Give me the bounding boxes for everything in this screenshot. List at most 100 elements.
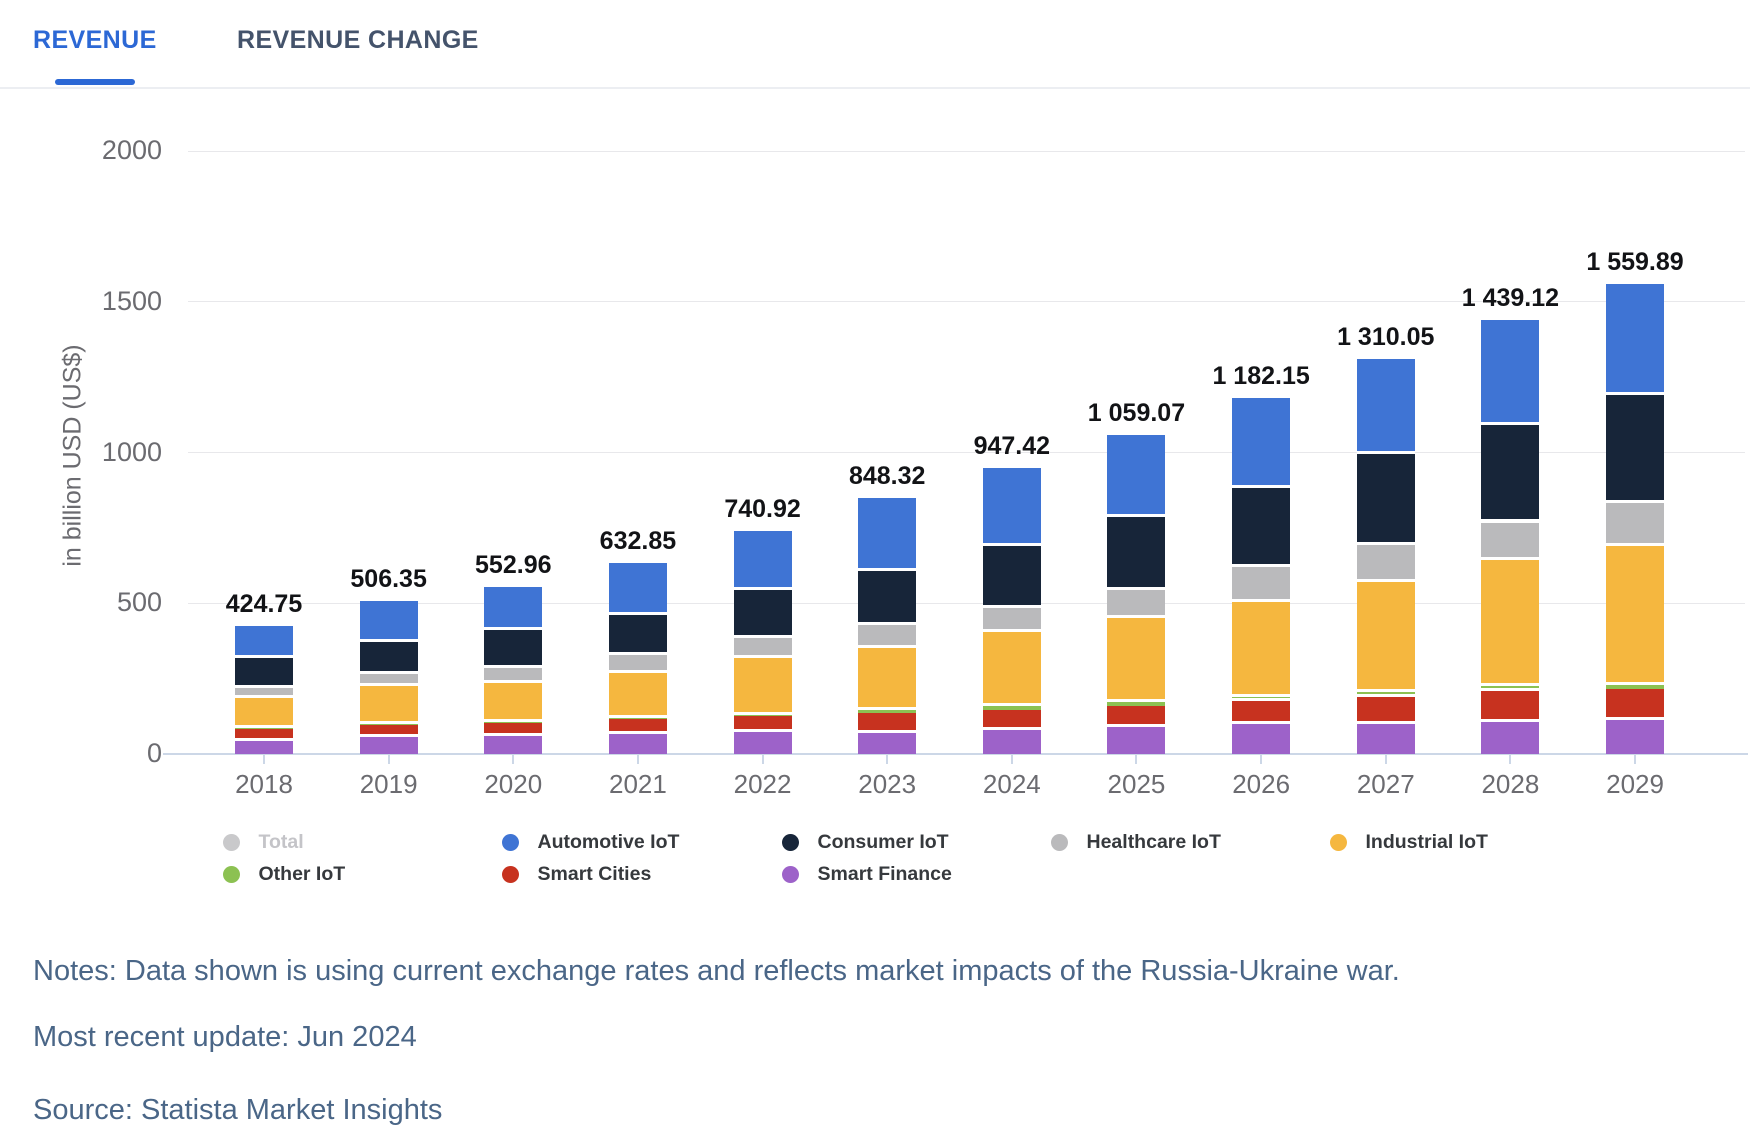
bar-segment-2029-smart-finance[interactable] <box>1606 720 1665 754</box>
bar-2018[interactable] <box>235 625 293 754</box>
legend-item-consumer-iot[interactable]: Consumer IoT <box>781 830 949 854</box>
legend-item-smart-cities[interactable]: Smart Cities <box>501 862 651 886</box>
bar-segment-2026-consumer-iot[interactable] <box>1232 488 1291 568</box>
bar-segment-2024-industrial-iot[interactable] <box>982 631 1041 707</box>
legend-item-smart-finance[interactable]: Smart Finance <box>781 862 952 886</box>
tab-revenue[interactable]: REVENUE <box>33 26 157 85</box>
bar-segment-2029-smart-cities[interactable] <box>1606 688 1665 721</box>
legend-item-automotive-iot[interactable]: Automotive IoT <box>501 830 679 854</box>
bar-segment-2026-smart-cities[interactable] <box>1232 701 1291 725</box>
bar-segment-2029-consumer-iot[interactable] <box>1606 395 1665 504</box>
bar-segment-2021-smart-cities[interactable] <box>608 718 667 735</box>
bar-segment-2020-industrial-iot[interactable] <box>484 683 543 723</box>
bar-2020[interactable] <box>484 587 543 754</box>
bar-segment-2024-smart-cities[interactable] <box>982 709 1041 730</box>
bar-segment-2026-smart-finance[interactable] <box>1232 724 1291 754</box>
bar-segment-2023-smart-finance[interactable] <box>858 732 917 754</box>
bar-segment-2022-other-iot[interactable] <box>733 714 792 716</box>
bar-segment-2021-industrial-iot[interactable] <box>608 672 667 718</box>
bar-segment-2021-smart-finance[interactable] <box>608 734 667 754</box>
bar-segment-2025-other-iot[interactable] <box>1107 701 1166 706</box>
bar-segment-2025-consumer-iot[interactable] <box>1107 517 1166 590</box>
bar-segment-2024-consumer-iot[interactable] <box>982 545 1041 609</box>
bar-segment-2028-healthcare-iot[interactable] <box>1481 522 1540 561</box>
bar-segment-2021-healthcare-iot[interactable] <box>608 654 667 673</box>
bar-2027[interactable] <box>1356 359 1415 754</box>
bar-segment-2022-smart-finance[interactable] <box>733 732 792 754</box>
bar-segment-2029-industrial-iot[interactable] <box>1606 545 1665 685</box>
bar-segment-2027-smart-cities[interactable] <box>1356 696 1415 725</box>
bar-segment-2023-consumer-iot[interactable] <box>858 570 917 626</box>
bar-segment-2026-other-iot[interactable] <box>1232 696 1291 702</box>
bar-segment-2025-healthcare-iot[interactable] <box>1107 589 1166 619</box>
bar-segment-2024-automotive-iot[interactable] <box>982 468 1041 546</box>
bar-segment-2018-consumer-iot[interactable] <box>235 658 293 689</box>
bar-2026[interactable] <box>1232 397 1291 754</box>
bar-segment-2023-other-iot[interactable] <box>858 709 917 714</box>
bar-2023[interactable] <box>858 498 917 754</box>
bar-segment-2029-automotive-iot[interactable] <box>1606 283 1665 396</box>
bar-segment-2025-industrial-iot[interactable] <box>1107 618 1166 702</box>
bar-segment-2026-industrial-iot[interactable] <box>1232 601 1291 697</box>
bar-segment-2019-industrial-iot[interactable] <box>359 685 418 724</box>
bar-segment-2028-smart-finance[interactable] <box>1481 722 1540 754</box>
bar-segment-2018-automotive-iot[interactable] <box>235 625 293 659</box>
legend-item-total[interactable]: Total <box>222 830 304 854</box>
bar-2021[interactable] <box>608 563 667 754</box>
bar-segment-2027-consumer-iot[interactable] <box>1356 454 1415 546</box>
bar-segment-2018-smart-cities[interactable] <box>235 728 293 741</box>
bar-segment-2022-industrial-iot[interactable] <box>733 657 792 715</box>
bar-segment-2018-smart-finance[interactable] <box>235 740 293 754</box>
bar-segment-2027-automotive-iot[interactable] <box>1356 359 1415 455</box>
bar-segment-2022-smart-cities[interactable] <box>733 715 792 733</box>
bar-segment-2018-healthcare-iot[interactable] <box>235 688 293 699</box>
bar-segment-2020-consumer-iot[interactable] <box>484 630 543 669</box>
bar-segment-2027-healthcare-iot[interactable] <box>1356 545 1415 582</box>
bar-segment-2019-healthcare-iot[interactable] <box>359 674 418 686</box>
bar-2029[interactable] <box>1606 283 1665 754</box>
bar-segment-2021-consumer-iot[interactable] <box>608 614 667 655</box>
bar-segment-2022-automotive-iot[interactable] <box>733 530 792 591</box>
bar-segment-2027-smart-finance[interactable] <box>1356 724 1415 754</box>
bar-segment-2019-automotive-iot[interactable] <box>359 601 418 643</box>
bar-segment-2023-automotive-iot[interactable] <box>858 498 917 571</box>
bar-segment-2028-consumer-iot[interactable] <box>1481 425 1540 523</box>
bar-segment-2029-healthcare-iot[interactable] <box>1606 503 1665 546</box>
bar-segment-2019-smart-finance[interactable] <box>359 737 418 754</box>
bar-segment-2028-other-iot[interactable] <box>1481 686 1540 691</box>
bar-2024[interactable] <box>982 468 1041 754</box>
bar-segment-2029-other-iot[interactable] <box>1606 684 1665 689</box>
bar-segment-2023-smart-cities[interactable] <box>858 713 917 733</box>
bar-segment-2027-other-iot[interactable] <box>1356 692 1415 697</box>
tab-revenue-change[interactable]: REVENUE CHANGE <box>237 26 479 55</box>
bar-segment-2023-industrial-iot[interactable] <box>858 647 917 710</box>
bar-segment-2020-smart-cities[interactable] <box>484 722 543 736</box>
bar-2019[interactable] <box>359 601 418 754</box>
bar-segment-2026-healthcare-iot[interactable] <box>1232 567 1291 602</box>
bar-segment-2024-healthcare-iot[interactable] <box>982 608 1041 632</box>
bar-segment-2028-industrial-iot[interactable] <box>1481 560 1540 687</box>
bar-segment-2020-smart-finance[interactable] <box>484 735 543 754</box>
bar-segment-2024-other-iot[interactable] <box>982 706 1041 710</box>
bar-segment-2025-smart-cities[interactable] <box>1107 705 1166 727</box>
bar-segment-2021-other-iot[interactable] <box>608 717 667 719</box>
bar-2025[interactable] <box>1107 434 1166 754</box>
bar-segment-2020-automotive-iot[interactable] <box>484 587 543 631</box>
bar-segment-2024-smart-finance[interactable] <box>982 729 1041 754</box>
bar-segment-2028-smart-cities[interactable] <box>1481 690 1540 723</box>
bar-segment-2020-healthcare-iot[interactable] <box>484 668 543 684</box>
legend-item-other-iot[interactable]: Other IoT <box>222 862 345 886</box>
bar-segment-2020-other-iot[interactable] <box>484 722 543 723</box>
bar-2028[interactable] <box>1481 320 1540 754</box>
legend-item-industrial-iot[interactable]: Industrial IoT <box>1329 830 1488 854</box>
bar-segment-2025-automotive-iot[interactable] <box>1107 434 1166 518</box>
bar-segment-2025-smart-finance[interactable] <box>1107 726 1166 754</box>
bar-segment-2022-consumer-iot[interactable] <box>733 590 792 638</box>
bar-segment-2019-smart-cities[interactable] <box>359 724 418 738</box>
bar-segment-2023-healthcare-iot[interactable] <box>858 625 917 648</box>
legend-item-healthcare-iot[interactable]: Healthcare IoT <box>1050 830 1221 854</box>
bar-segment-2018-industrial-iot[interactable] <box>235 698 293 728</box>
bar-segment-2027-industrial-iot[interactable] <box>1356 581 1415 693</box>
bar-segment-2028-automotive-iot[interactable] <box>1481 320 1540 426</box>
bar-segment-2026-automotive-iot[interactable] <box>1232 397 1291 489</box>
